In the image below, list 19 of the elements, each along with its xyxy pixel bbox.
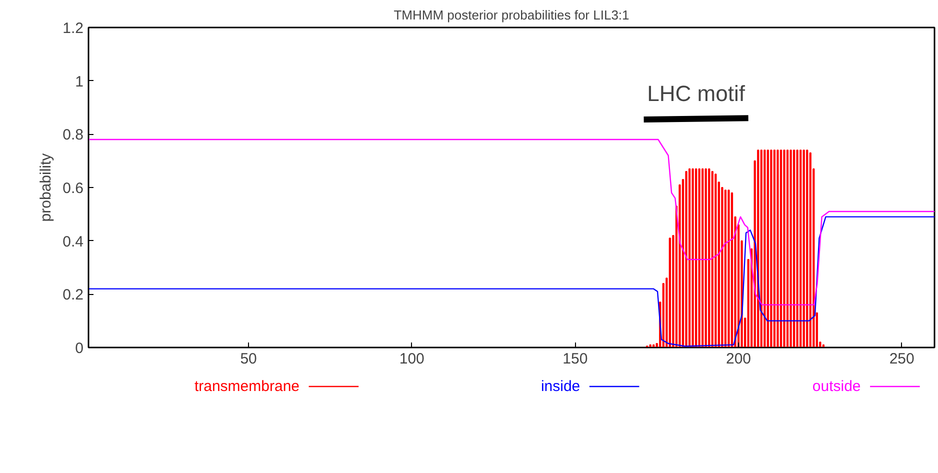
y-tick-label: 0.2 — [62, 286, 84, 304]
x-tick-label: 50 — [240, 350, 257, 368]
x-tick-label: 100 — [399, 350, 424, 368]
y-tick-label: 0.8 — [62, 126, 84, 144]
legend-label: outside — [812, 378, 861, 395]
x-tick-label: 150 — [562, 350, 588, 368]
x-tick-label: 200 — [726, 350, 752, 368]
x-tick-label: 250 — [889, 350, 914, 368]
y-tick-label: 0.6 — [62, 180, 84, 197]
y-tick-label: 0 — [75, 340, 84, 357]
y-tick-label: 1 — [75, 73, 84, 90]
chart-title: TMHMM posterior probabilities for LIL3:1 — [394, 8, 630, 22]
y-axis-title: probability — [38, 152, 55, 222]
y-tick-label: 1.2 — [62, 20, 84, 37]
y-tick-label: 0.4 — [62, 233, 84, 250]
annotation: LHC motif — [647, 81, 746, 106]
legend-label: transmembrane — [194, 378, 300, 395]
line-series — [88, 138, 934, 306]
legend-label: inside — [540, 378, 580, 395]
